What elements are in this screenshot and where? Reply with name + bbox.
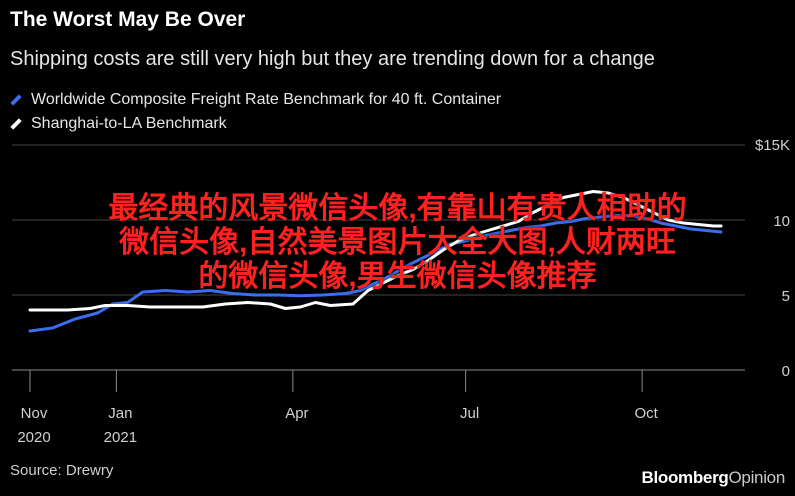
series-lines	[28, 190, 723, 333]
legend-item-composite: Worldwide Composite Freight Rate Benchma…	[10, 88, 501, 112]
y-tick-label-1: 5	[782, 288, 790, 305]
legend-label-composite: Worldwide Composite Freight Rate Benchma…	[31, 91, 502, 108]
legend-item-shanghai-la: Shanghai-to-LA Benchmark	[10, 112, 501, 136]
legend: Worldwide Composite Freight Rate Benchma…	[10, 88, 501, 136]
x-tick-label-0-0: Nov	[21, 405, 48, 422]
source-note: Source: Drewry	[10, 462, 114, 479]
y-axis-ticks: 0 5 10 $15K	[755, 137, 790, 380]
brand-logo-light: Opinion	[728, 468, 786, 487]
series-line-1	[28, 190, 723, 312]
x-tick-label-1-0: Jan	[108, 405, 132, 422]
brand-logo-bold: Bloomberg	[641, 468, 729, 487]
series-line-0	[28, 214, 723, 333]
x-tick-label-2-0: Apr	[285, 405, 308, 422]
y-tick-label-3: $15K	[755, 137, 790, 154]
x-axis-ticks: Nov 2020 Jan 2021 Apr Jul Oct	[17, 370, 659, 446]
chart-title: The Worst May Be Over	[10, 8, 246, 31]
x-tick-label-3-0: Jul	[460, 405, 479, 422]
x-tick-label-4-0: Oct	[634, 405, 658, 422]
legend-label-shanghai-la: Shanghai-to-LA Benchmark	[31, 115, 227, 132]
overlay-line-1: 最经典的风景微信头像,有靠山有贵人相助的	[108, 192, 687, 225]
watermark-overlay-text: 最经典的风景微信头像,有靠山有贵人相助的 微信头像,自然美景图片大全大图,人财两…	[0, 192, 795, 294]
overlay-line-3: 的微信头像,男生微信头像推荐	[198, 260, 597, 293]
overlay-line-2: 微信头像,自然美景图片大全大图,人财两旺	[119, 226, 676, 259]
gridlines	[12, 144, 745, 371]
y-tick-label-0: 0	[782, 363, 790, 380]
x-tick-label-1-1: 2021	[104, 429, 137, 446]
chart-subtitle: Shipping costs are still very high but t…	[10, 48, 655, 70]
x-tick-label-0-1: 2020	[17, 429, 50, 446]
y-tick-label-2: 10	[773, 213, 790, 230]
brand-logo: BloombergOpinion	[641, 468, 785, 488]
